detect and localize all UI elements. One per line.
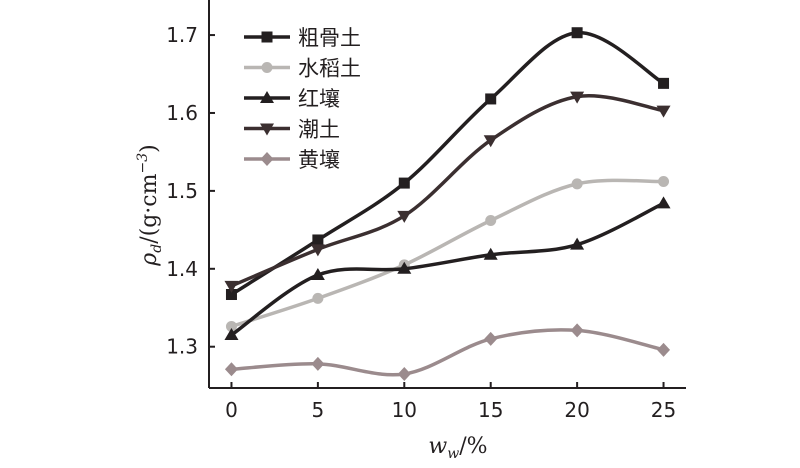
series-4 [224, 323, 671, 381]
data-point [224, 328, 239, 341]
data-point [225, 320, 237, 332]
y-tick-label: 1.3 [166, 335, 198, 359]
legend-marker [261, 62, 273, 73]
series-line [230, 201, 665, 337]
data-point [310, 268, 325, 281]
series-line [231, 328, 664, 377]
series-line [230, 93, 664, 288]
data-point [310, 244, 325, 257]
data-point [225, 289, 237, 301]
data-point [485, 214, 497, 226]
data-point [224, 280, 239, 293]
legend-label: 水稻土 [298, 57, 361, 81]
series-0 [225, 27, 670, 301]
series-3 [224, 91, 671, 293]
x-tick-label: 25 [651, 398, 676, 422]
data-point [311, 356, 325, 371]
x-tick-label: 20 [564, 398, 589, 422]
legend-item: 潮土 [244, 118, 340, 142]
data-point [397, 210, 412, 223]
x-axis-label: ww/% [428, 434, 487, 462]
legend-marker [260, 152, 274, 166]
data-point [571, 27, 583, 39]
data-point [657, 342, 671, 357]
data-point [484, 331, 498, 346]
legend-label: 粗骨土 [298, 26, 361, 50]
data-point [312, 234, 324, 246]
data-point [570, 323, 584, 338]
y-tick-label: 1.6 [166, 101, 198, 125]
data-point [658, 77, 670, 89]
data-point [656, 196, 671, 209]
legend-marker [261, 31, 273, 43]
data-point [570, 91, 585, 104]
legend-label: 潮土 [298, 118, 340, 142]
plot-frame [208, 0, 686, 389]
data-point [570, 237, 585, 250]
data-point [656, 105, 671, 118]
data-point [224, 362, 238, 377]
y-tick-label: 1.5 [166, 179, 198, 203]
legend-item: 红壤 [244, 87, 340, 111]
legend-label: 红壤 [298, 87, 340, 111]
series-line [230, 178, 664, 329]
series-2 [224, 196, 671, 341]
data-point [483, 247, 498, 260]
data-point [571, 178, 583, 190]
legend-label: 黄壤 [298, 148, 340, 172]
data-point [397, 261, 412, 274]
data-point [658, 176, 670, 188]
y-axis-ticks: 1.3 1.4 1.5 1.6 1.7 [166, 23, 215, 359]
data-point [485, 93, 497, 105]
y-tick-label: 1.7 [166, 23, 198, 47]
x-tick-label: 0 [225, 398, 238, 422]
data-point [397, 366, 411, 381]
legend-marker [260, 91, 274, 103]
y-axis-label: ρd/(g·cm−3) [135, 144, 165, 266]
series-layer [224, 27, 671, 381]
series-1 [225, 176, 670, 332]
x-tick-label: 10 [392, 398, 417, 422]
y-tick-label: 1.4 [166, 257, 198, 281]
legend-item: 粗骨土 [244, 26, 361, 50]
data-point [483, 135, 498, 148]
legend-item: 黄壤 [244, 148, 340, 172]
x-tick-label: 5 [312, 398, 325, 422]
legend-marker [260, 123, 274, 136]
data-point [312, 292, 324, 304]
x-tick-label: 15 [478, 398, 503, 422]
x-axis-ticks: 0 5 10 15 20 25 [225, 382, 676, 422]
series-line [230, 30, 665, 296]
legend-item: 水稻土 [244, 57, 361, 81]
data-point [398, 177, 410, 189]
